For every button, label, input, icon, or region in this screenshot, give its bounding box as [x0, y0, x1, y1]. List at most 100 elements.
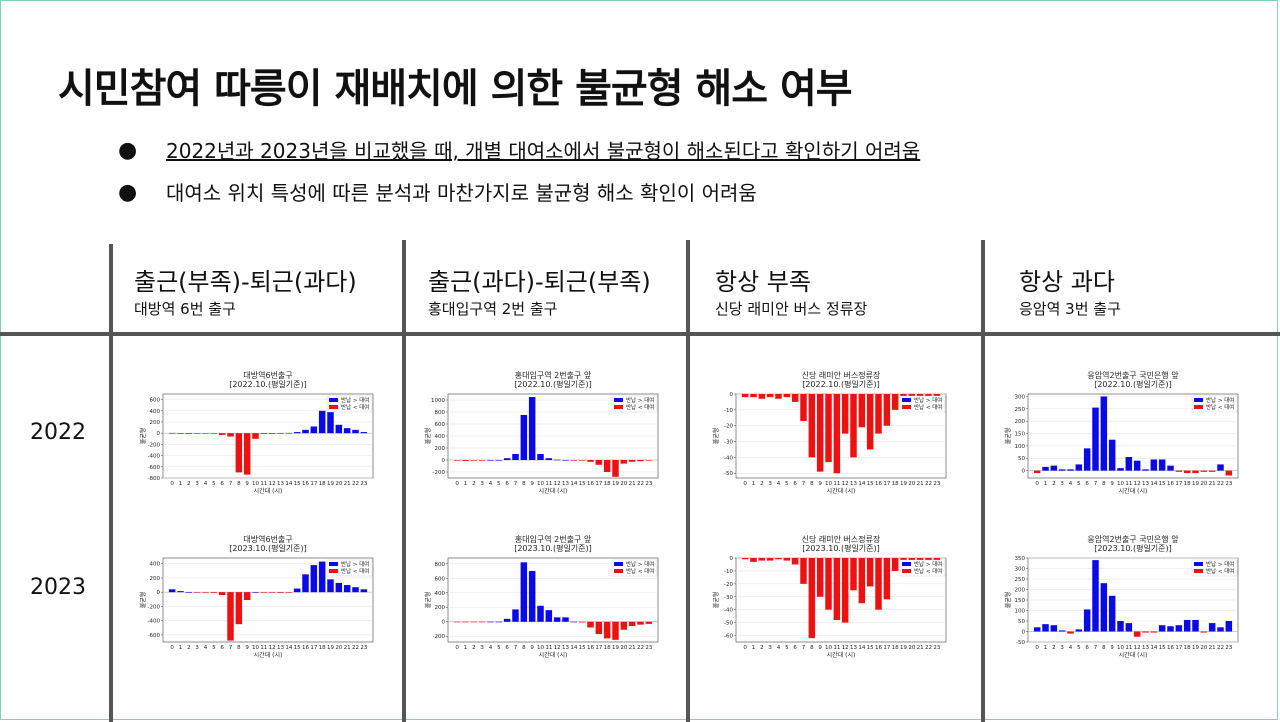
x-tick-label: 7	[229, 645, 233, 651]
x-tick-label: 10	[537, 645, 544, 651]
bar	[1050, 625, 1058, 632]
bar	[470, 621, 478, 623]
bar	[553, 617, 561, 622]
x-tick-label: 23	[933, 645, 940, 651]
legend-label-positive: 반납 > 대여	[341, 560, 369, 568]
bar	[645, 621, 653, 624]
bar	[1167, 626, 1174, 632]
x-tick-label: 10	[537, 481, 544, 487]
x-tick-label: 21	[629, 645, 636, 651]
y-axis-label: 불균형	[424, 592, 432, 609]
bar	[1042, 466, 1049, 471]
bar	[628, 460, 636, 462]
bar	[1150, 459, 1158, 471]
legend-swatch-negative	[1194, 569, 1203, 573]
x-tick-label: 12	[269, 645, 276, 651]
x-tick-label: 10	[825, 645, 832, 651]
x-tick-label: 19	[900, 645, 907, 651]
x-tick-label: 1	[1044, 645, 1048, 651]
bar	[1092, 407, 1099, 471]
bar	[1042, 624, 1049, 632]
bar	[783, 558, 791, 561]
bar	[783, 394, 791, 398]
x-tick-label: 16	[1167, 645, 1174, 651]
bullet-text: 2022년과 2023년을 비교했을 때, 개별 대여소에서 불균형이 해소된다…	[166, 139, 921, 163]
x-tick-label: 6	[793, 645, 797, 651]
x-tick-label: 3	[195, 645, 199, 651]
chart-title: 대방역6번출구	[243, 534, 292, 544]
x-tick-label: 7	[1094, 481, 1098, 487]
bar	[528, 571, 536, 622]
bar	[595, 460, 603, 465]
y-tick-label: 300	[1015, 394, 1026, 400]
x-axis-label: 시간대 (시)	[539, 651, 568, 659]
bar	[285, 432, 293, 434]
bar	[1217, 464, 1224, 471]
x-tick-label: 9	[245, 481, 249, 487]
bar	[310, 426, 318, 434]
y-axis-label: 불균형	[712, 428, 720, 445]
x-tick-label: 18	[319, 645, 326, 651]
bar	[218, 592, 226, 596]
y-tick-label: 400	[150, 409, 161, 415]
bar	[833, 558, 841, 621]
bar	[875, 394, 882, 434]
column-header: 항상 과다 응암역 3번 출구	[1019, 266, 1121, 320]
legend-label-positive: 반납 > 대여	[1206, 396, 1234, 404]
y-tick-label: -600	[148, 633, 161, 639]
page-title: 시민참여 따릉이 재배치에 의한 불균형 해소 여부	[58, 66, 853, 112]
bar	[327, 396, 334, 434]
legend-label-negative: 반납 < 대여	[1206, 403, 1234, 411]
x-tick-label: 4	[1069, 645, 1073, 651]
x-tick-label: 7	[1094, 645, 1098, 651]
y-axis-label: 불균형	[139, 428, 147, 445]
x-tick-label: 3	[480, 645, 484, 651]
x-tick-label: 2	[760, 481, 764, 487]
bar	[193, 433, 201, 434]
bar	[1225, 470, 1233, 476]
bar	[825, 394, 832, 463]
x-tick-label: 12	[1134, 645, 1141, 651]
x-tick-label: 8	[810, 645, 814, 651]
x-tick-label: 18	[892, 645, 899, 651]
x-tick-label: 11	[1125, 645, 1132, 651]
bar	[227, 592, 234, 641]
x-axis-label: 시간대 (시)	[827, 487, 856, 495]
x-tick-label: 4	[777, 481, 781, 487]
x-tick-label: 5	[1077, 645, 1081, 651]
x-tick-label: 4	[204, 481, 208, 487]
legend-label-negative: 반납 < 대여	[626, 567, 654, 575]
legend-box	[1191, 395, 1238, 413]
x-tick-label: 14	[858, 645, 865, 651]
bar	[1108, 439, 1116, 471]
x-tick-label: 19	[612, 645, 619, 651]
legend-box	[326, 395, 373, 413]
bar	[478, 621, 486, 623]
y-axis-label: 불균형	[139, 592, 147, 609]
bar	[562, 617, 569, 622]
chart-title: 응암역2번출구 국민은행 앞	[1087, 370, 1179, 380]
legend-swatch-positive	[614, 398, 623, 402]
bar	[766, 394, 774, 398]
x-tick-label: 15	[1159, 481, 1166, 487]
bar	[268, 433, 276, 434]
x-tick-label: 16	[875, 645, 882, 651]
x-tick-label: 23	[1225, 645, 1232, 651]
x-tick-label: 1	[464, 481, 468, 487]
bar	[1067, 469, 1074, 471]
bar	[587, 460, 594, 462]
bar	[587, 621, 594, 628]
bar	[850, 558, 857, 591]
y-tick-label: 400	[435, 434, 446, 440]
bar	[750, 394, 757, 398]
legend-swatch-positive	[1194, 398, 1203, 402]
x-tick-label: 13	[850, 481, 857, 487]
bar	[177, 591, 184, 593]
y-tick-label: 0	[157, 590, 161, 596]
legend-label-positive: 반납 > 대여	[914, 396, 942, 404]
bar	[487, 621, 494, 623]
bar	[800, 558, 807, 584]
x-tick-label: 16	[302, 481, 309, 487]
legend-swatch-positive	[329, 398, 338, 402]
x-tick-label: 12	[1134, 481, 1141, 487]
